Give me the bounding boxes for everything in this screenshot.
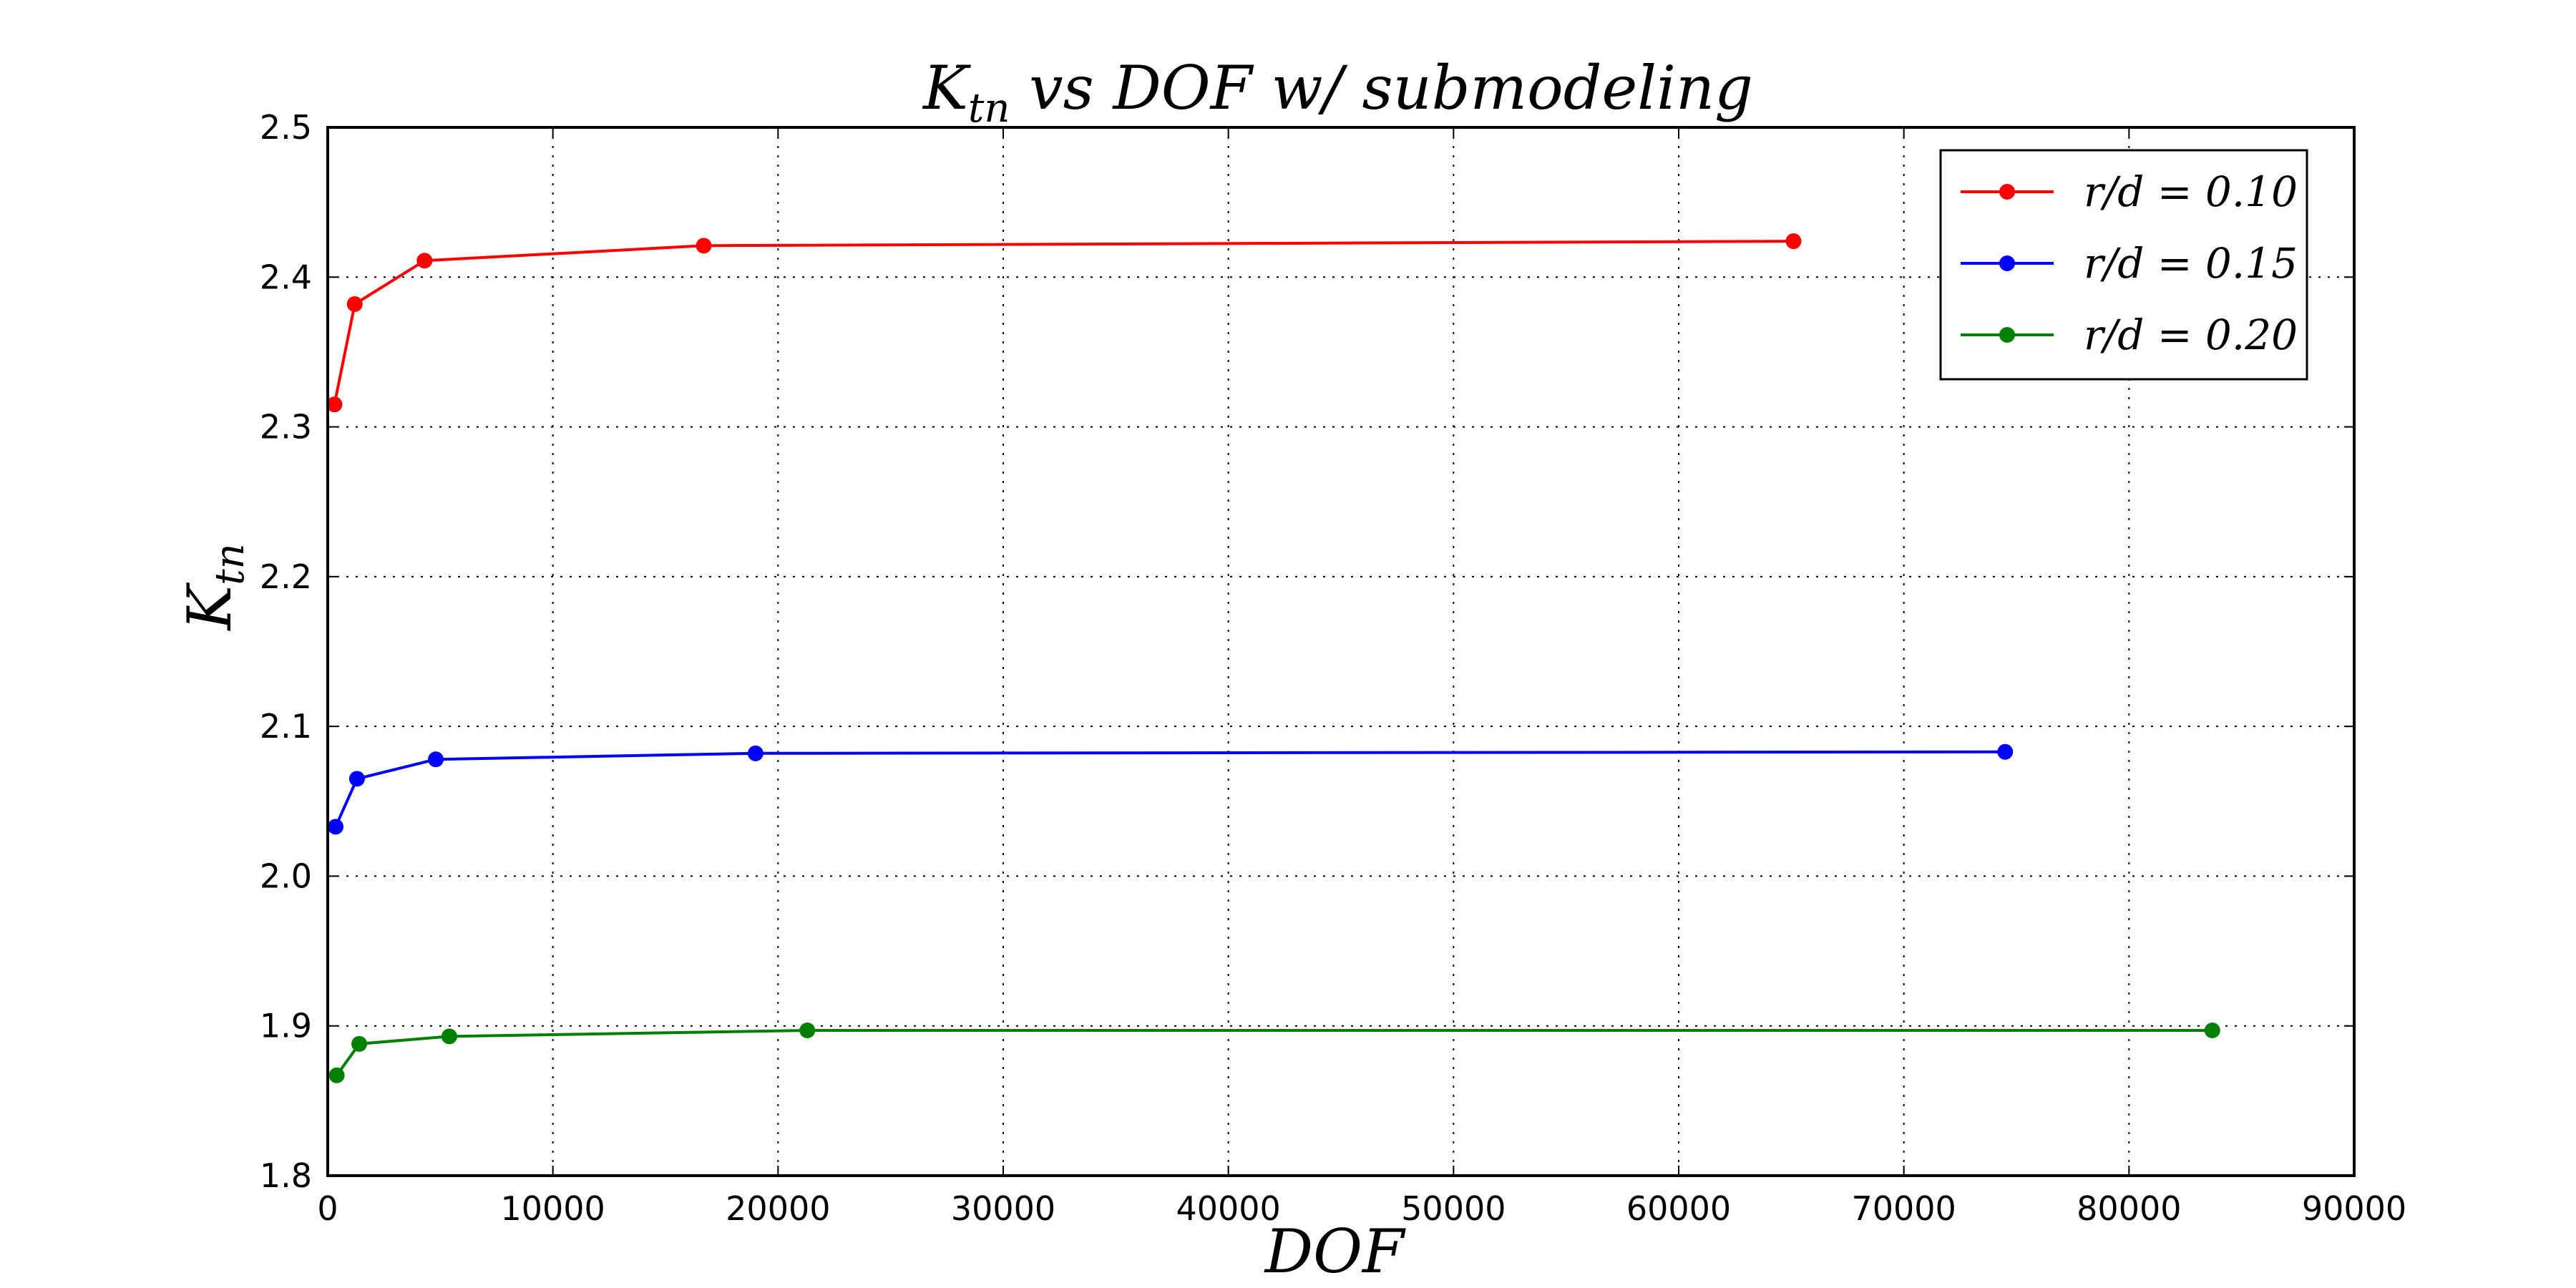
- chart-title: Ktn vs DOF w/ submodeling: [922, 53, 1753, 132]
- chart-title-main: K: [922, 53, 971, 123]
- legend-item: r/d = 0.20: [1961, 311, 2298, 359]
- data-point: [346, 296, 363, 312]
- data-point: [348, 771, 365, 787]
- series-1: [326, 233, 1802, 413]
- data-point: [1997, 743, 2014, 760]
- series-2: [328, 743, 2014, 835]
- data-point: [428, 751, 444, 768]
- x-tick-label: 60000: [1626, 1189, 1731, 1228]
- data-point: [326, 396, 343, 413]
- legend-marker: [1999, 255, 2015, 271]
- chart-title-rest: vs DOF w/ submodeling: [1010, 53, 1752, 123]
- legend: r/d = 0.10 r/d = 0.15 r/d = 0.20: [1939, 149, 2308, 381]
- x-tick-label: 10000: [500, 1189, 605, 1228]
- x-tick-label: 30000: [951, 1189, 1055, 1228]
- legend-marker: [1999, 327, 2015, 343]
- y-axis-title-subscript: tn: [207, 543, 253, 585]
- data-point: [799, 1022, 816, 1038]
- y-tick-label: 2.0: [260, 857, 312, 895]
- plot-frame: [326, 126, 2356, 1177]
- legend-label: r/d = 0.15: [2084, 239, 2298, 288]
- series-line: [335, 1029, 2212, 1076]
- data-point: [2204, 1022, 2220, 1038]
- x-tick-label: 20000: [726, 1189, 830, 1228]
- data-point: [328, 819, 344, 835]
- legend-label: r/d = 0.10: [2084, 167, 2298, 216]
- data-point: [1785, 233, 1802, 250]
- y-tick-label: 2.5: [260, 108, 312, 147]
- data-point: [351, 1035, 368, 1052]
- series-3: [328, 1022, 2220, 1083]
- y-axis-title-main: K: [175, 582, 245, 632]
- x-axis-title: DOF: [1264, 1216, 1406, 1287]
- y-tick-label: 2.4: [260, 258, 312, 296]
- chart-title-subscript: tn: [968, 85, 1010, 132]
- series-line: [334, 750, 2006, 828]
- legend-marker: [1999, 184, 2015, 200]
- tick-layer: 0 10000 20000 30000 40000 50000 60000 70000 8000…: [260, 108, 2406, 1228]
- x-tick-label: 70000: [1851, 1189, 1956, 1228]
- y-tick-label: 1.8: [260, 1156, 312, 1195]
- y-axis-title: Ktn: [175, 543, 253, 631]
- legend-label: r/d = 0.20: [2084, 311, 2298, 359]
- x-tick-label: 80000: [2077, 1189, 2181, 1228]
- legend-item: r/d = 0.10: [1961, 167, 2298, 216]
- x-tick-label: 0: [317, 1189, 338, 1228]
- y-tick-label: 1.9: [260, 1007, 312, 1045]
- x-tick-label: 90000: [2302, 1189, 2406, 1228]
- series-layer: [326, 233, 2220, 1083]
- data-point: [696, 238, 712, 254]
- x-tick-label: 40000: [1176, 1189, 1280, 1228]
- data-point: [416, 253, 433, 269]
- data-point: [747, 745, 763, 761]
- y-tick-label: 2.2: [260, 557, 312, 596]
- legend-item: r/d = 0.15: [1961, 239, 2298, 288]
- data-point: [441, 1028, 457, 1045]
- y-tick-label: 2.3: [260, 408, 312, 447]
- x-tick-label: 50000: [1401, 1189, 1506, 1228]
- y-tick-label: 2.1: [260, 707, 312, 746]
- data-point: [328, 1067, 345, 1083]
